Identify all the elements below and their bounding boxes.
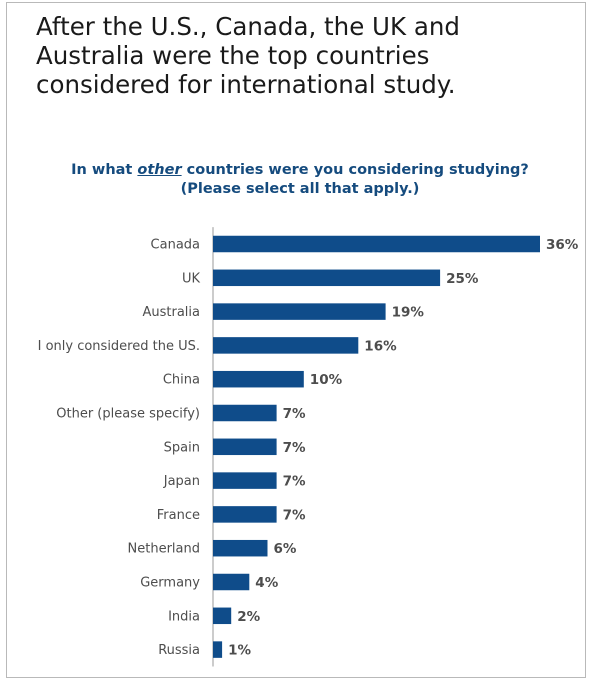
chart-question: In what other countries were you conside…: [40, 161, 560, 199]
question-emphasis: other: [137, 162, 182, 178]
bar: [213, 337, 359, 354]
value-label: 7%: [283, 406, 306, 422]
category-label: Germany: [140, 576, 200, 591]
category-label: Canada: [151, 238, 200, 253]
category-label: Russia: [158, 643, 200, 658]
value-label: 16%: [364, 338, 397, 354]
bar: [213, 573, 250, 591]
bar: [213, 269, 441, 287]
value-label: 7%: [283, 440, 306, 456]
category-label: India: [168, 609, 200, 624]
bar: [213, 641, 223, 658]
bar: [213, 235, 540, 253]
value-label: 36%: [546, 237, 579, 253]
category-label: Spain: [164, 440, 200, 455]
value-label: 2%: [237, 609, 260, 625]
value-label: 4%: [255, 575, 278, 591]
question-text-before: In what: [71, 162, 138, 178]
value-label: 19%: [392, 305, 425, 321]
value-label: 25%: [446, 271, 479, 287]
category-label: Netherland: [128, 542, 200, 557]
bar: [213, 472, 277, 489]
category-label: UK: [182, 271, 201, 286]
bar: [213, 607, 232, 625]
bar: [213, 370, 304, 388]
category-label: Japan: [163, 474, 200, 489]
question-text-after: countries were you considering studying?…: [180, 162, 529, 197]
category-label: I only considered the US.: [38, 339, 200, 354]
category-label: Australia: [142, 305, 200, 320]
category-label: Other (please specify): [56, 407, 200, 422]
bar: [213, 506, 277, 523]
bar: [213, 438, 277, 456]
headline: After the U.S., Canada, the UK and Austr…: [36, 12, 460, 99]
category-label: China: [163, 373, 200, 388]
value-label: 7%: [283, 474, 306, 490]
category-label: France: [157, 508, 200, 523]
bar: [213, 539, 268, 557]
bar: [213, 303, 386, 320]
bar: [213, 404, 277, 422]
value-label: 10%: [310, 372, 343, 388]
value-label: 6%: [274, 541, 297, 557]
value-label: 7%: [283, 507, 306, 523]
value-label: 1%: [228, 643, 251, 659]
